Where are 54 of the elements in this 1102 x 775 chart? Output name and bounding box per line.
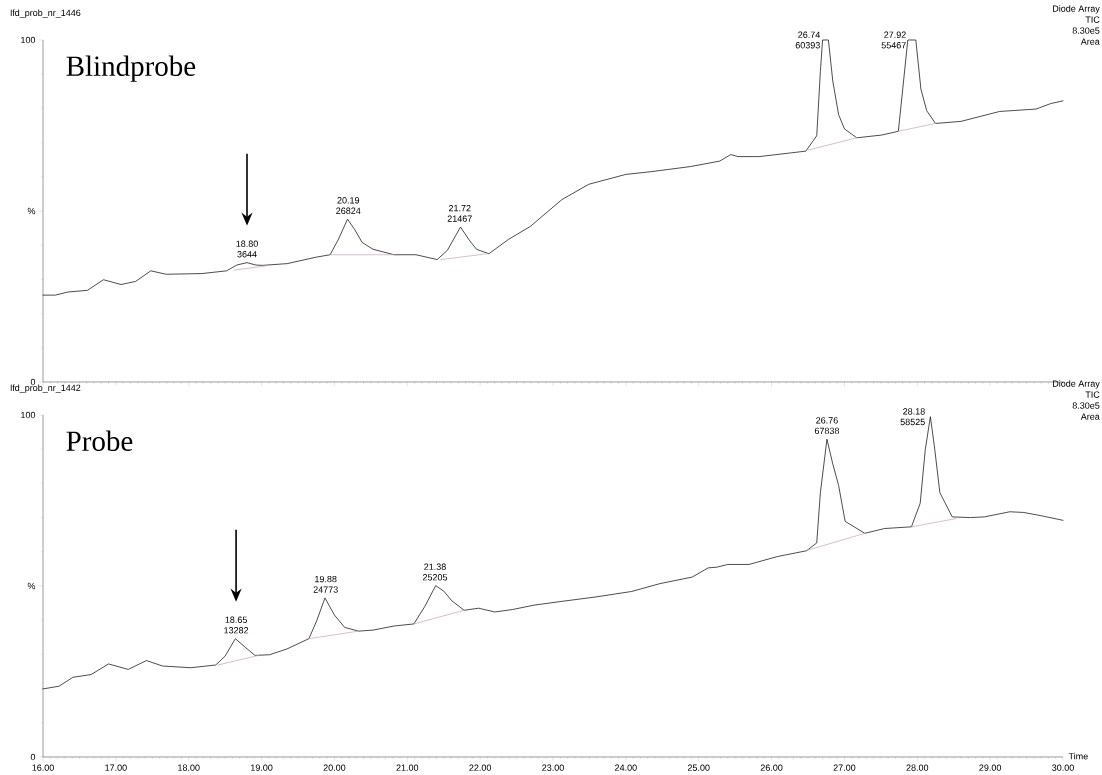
text: 8.30e5 [1072, 402, 1100, 409]
annotation: 55467 [881, 42, 906, 49]
annotation: 26824 [336, 207, 361, 214]
chart-subtitle: Blindprobe [66, 55, 196, 82]
x-tick-label: 25.00 [687, 764, 710, 771]
x-tick-label: 17.00 [105, 764, 127, 771]
annotation: 18.80 [236, 240, 258, 247]
annotation: 27.92 [884, 31, 906, 38]
chart-subtitle: Probe [66, 430, 133, 451]
annotation: 26.76 [816, 417, 838, 424]
x-tick-label: 19.00 [251, 764, 273, 771]
text: Area [1080, 38, 1100, 45]
text: TIC [1085, 16, 1100, 23]
annotation: 21.72 [448, 204, 471, 212]
text: Diode Array [1053, 5, 1100, 14]
annotation: 24773 [313, 586, 338, 593]
x-tick-label: 29.00 [979, 764, 1002, 771]
chart-title: lfd_prob_nr_1446 [10, 9, 81, 18]
annotation: Diode Array [1053, 380, 1100, 389]
annotation: 13282 [224, 627, 249, 634]
annotation: 21.38 [424, 563, 446, 570]
annotation: 26.74 [798, 31, 821, 38]
x-tick-label: 16.00 [32, 764, 54, 771]
annotation: 19.88 [315, 575, 337, 583]
annotation: 60393 [795, 42, 820, 49]
annotation: 28.18 [903, 408, 925, 415]
x-tick-label: 20.00 [323, 764, 346, 771]
x-tick-label: 27.00 [833, 764, 856, 771]
chart-title: lfd_prob_nr_1442 [10, 384, 81, 393]
text: Area [1080, 413, 1100, 420]
annotation: 20.19 [337, 197, 360, 204]
text: TIC [1085, 391, 1100, 398]
y-tick-label: 100 [21, 411, 36, 419]
x-tick-label: 22.00 [469, 764, 492, 771]
annotation: 25205 [422, 574, 448, 581]
annotation: 18.65 [225, 616, 247, 623]
text: 8.30e5 [1072, 27, 1100, 34]
x-tick-label: 24.00 [615, 764, 637, 771]
y-tick-label: 100 [21, 36, 36, 44]
x-tick-label: 28.00 [906, 764, 929, 771]
annotation: 58525 [900, 418, 925, 426]
y-tick-label: 0 [30, 753, 36, 761]
y-tick-label: 0 [30, 378, 36, 386]
x-tick-label: 21.00 [396, 764, 419, 771]
x-tick-label: 30.00 [1052, 764, 1074, 771]
y-tick-label: % [27, 582, 36, 590]
x-axis-title: Time [1068, 752, 1088, 760]
y-tick-label: % [27, 207, 36, 215]
annotation: 21467 [447, 215, 472, 222]
annotation: 3644 [237, 251, 257, 258]
x-tick-label: 26.00 [760, 764, 783, 771]
annotation: 67838 [814, 427, 840, 435]
x-tick-label: 18.00 [178, 764, 200, 771]
x-tick-label: 23.00 [542, 764, 564, 771]
